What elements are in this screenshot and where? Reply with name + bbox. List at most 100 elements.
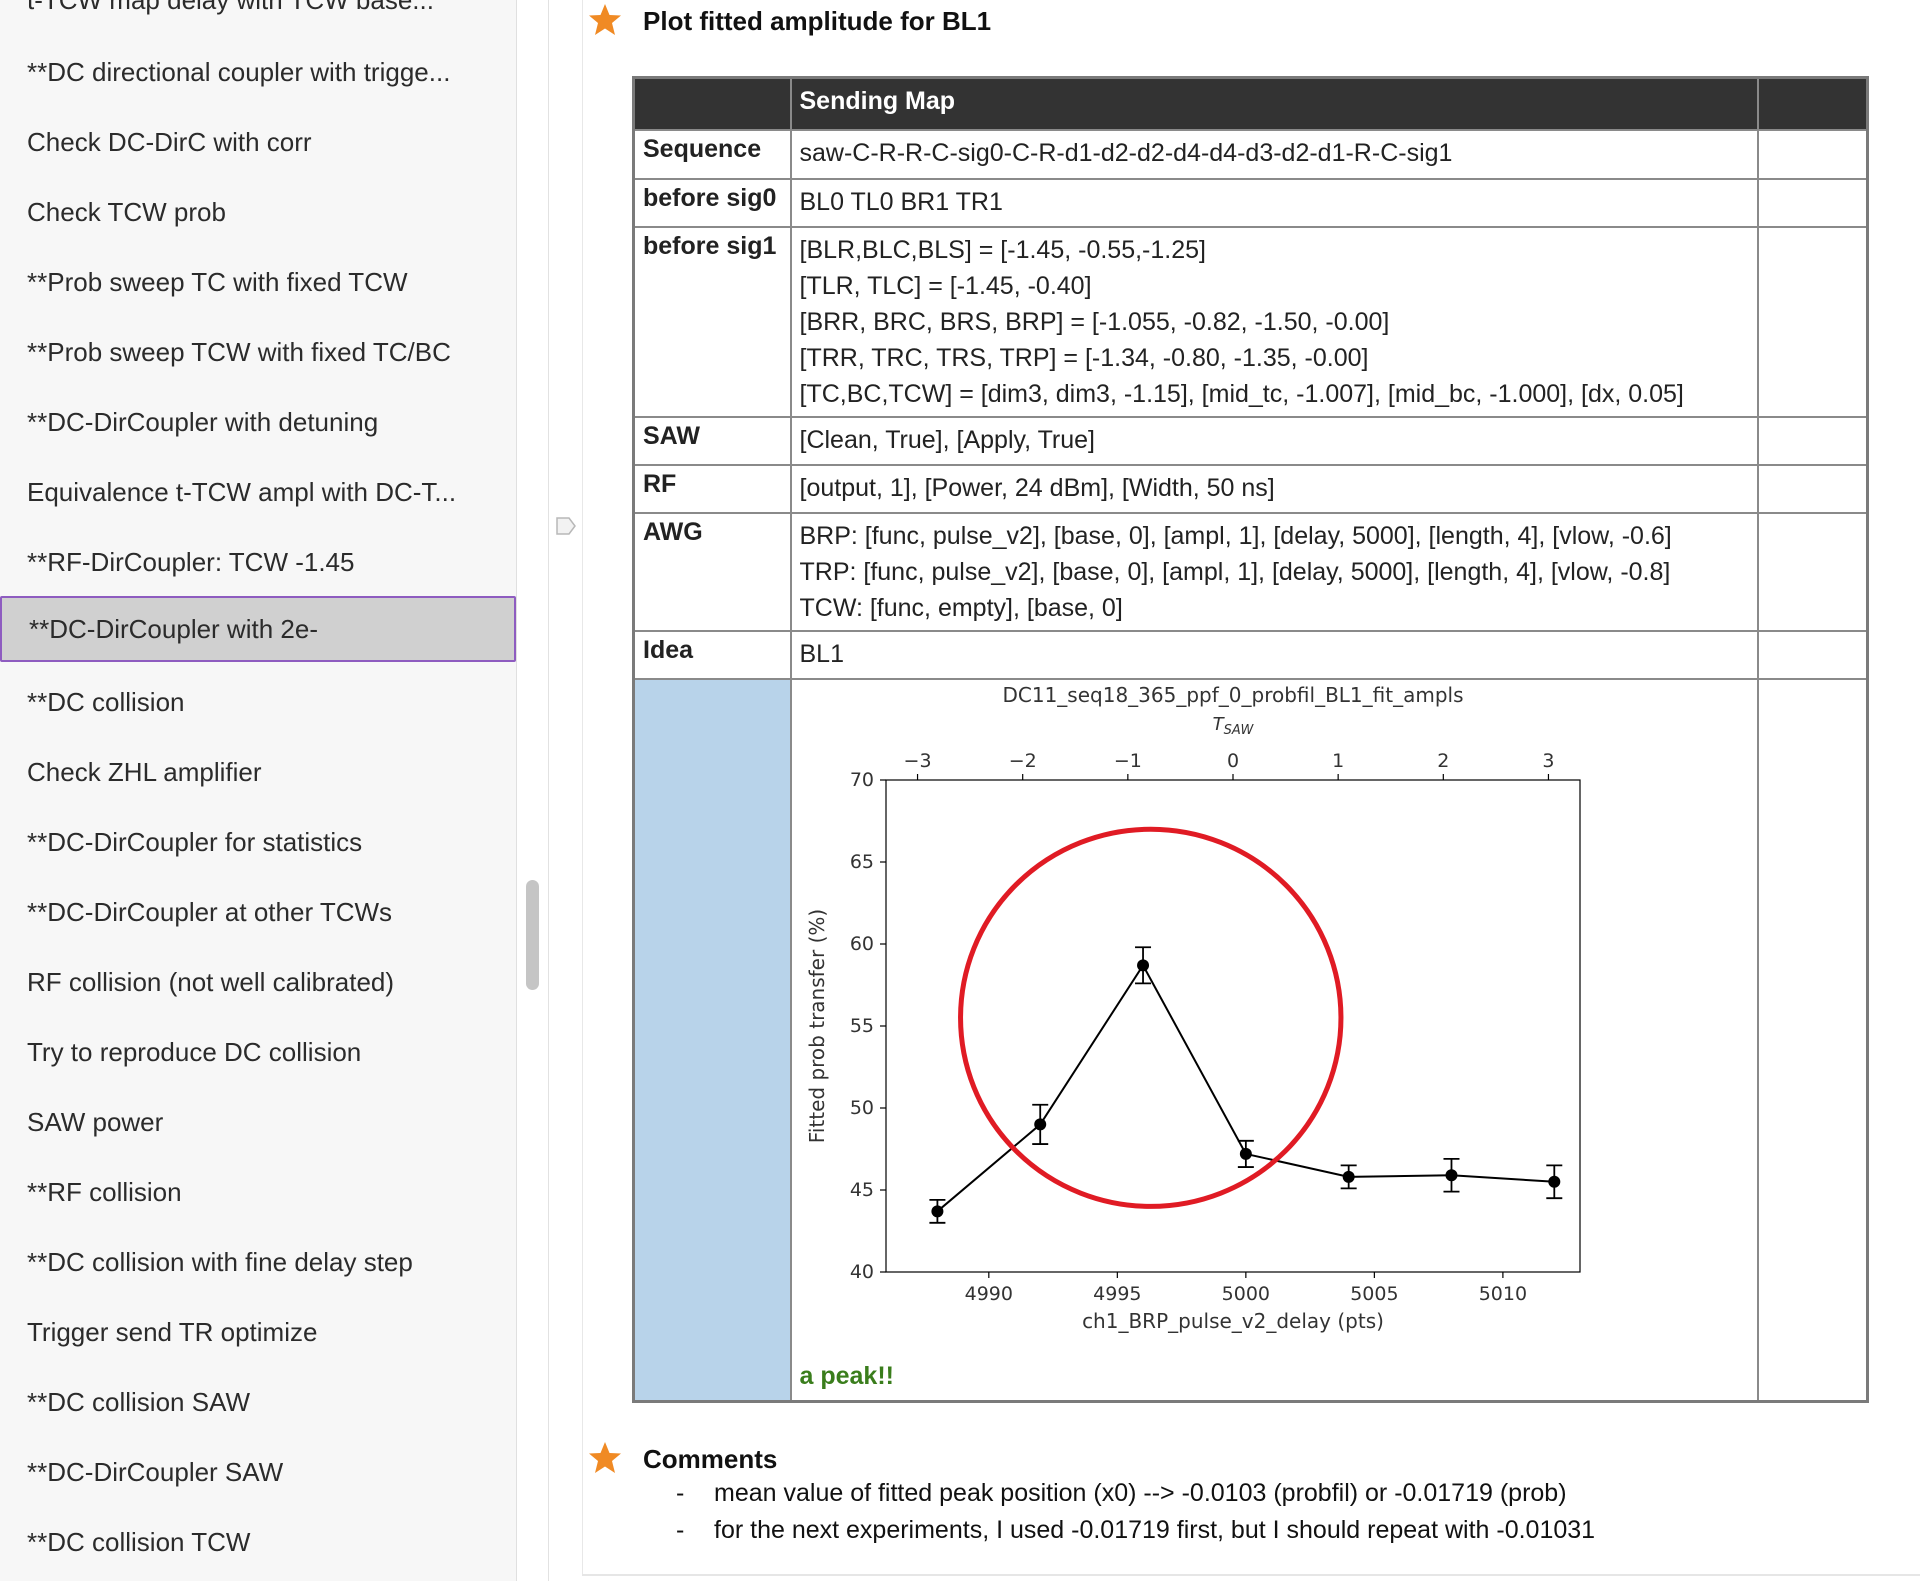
comment-bullet: - for the next experiments, I used -0.017…: [676, 1516, 1595, 1545]
comment-text: mean value of fitted peak position (x0) …: [714, 1479, 1567, 1507]
sidebar-item[interactable]: t-TCW map delay with TCW base...: [27, 0, 434, 15]
sidebar-item[interactable]: Trigger send TR optimize: [27, 1317, 318, 1347]
comment-bullet: - mean value of fitted peak position (x0)…: [676, 1479, 1567, 1508]
plot-frame: [884, 779, 1581, 1273]
sidebar-item[interactable]: **DC collision: [27, 687, 185, 717]
row-value: [output, 1], [Power, 24 dBm], [Width, 50…: [789, 464, 1759, 514]
x-tick-label: 5005: [1350, 1283, 1398, 1305]
data-point: [1547, 1175, 1560, 1188]
collapse-handle-icon[interactable]: [555, 515, 577, 537]
chart-title: DC11_seq18_365_ppf_0_probfil_BL1_fit_amp…: [1002, 683, 1463, 707]
value-line: [BRR, BRC, BRS, BRP] = [-1.055, -0.82, -…: [799, 308, 1390, 336]
table-row-plot: DC11_seq18_365_ppf_0_probfil_BL1_fit_amp…: [632, 678, 1869, 1402]
data-point: [1444, 1169, 1457, 1182]
row-value: [BLR,BLC,BLS] = [-1.45, -0.55,-1.25] [TL…: [789, 226, 1759, 418]
sidebar-item[interactable]: Check TCW prob: [27, 197, 226, 227]
value-line: TCW: [func, empty], [base, 0]: [799, 594, 1123, 622]
row-label: SAW: [632, 416, 792, 466]
data-point: [1136, 959, 1149, 972]
sidebar-item[interactable]: **RF-DirCoupler: TCW -1.45: [27, 547, 355, 577]
x-tick-label: 5010: [1478, 1283, 1526, 1305]
value-line: BL1: [799, 640, 844, 668]
value-line: [Clean, True], [Apply, True]: [799, 426, 1096, 454]
top-tick-label: −3: [903, 750, 931, 772]
plot-cell: DC11_seq18_365_ppf_0_probfil_BL1_fit_amp…: [789, 678, 1759, 1402]
sidebar-item[interactable]: **Prob sweep TCW with fixed TC/BC: [27, 337, 451, 367]
row-extra: [1756, 630, 1869, 680]
sidebar-item[interactable]: Check ZHL amplifier: [27, 757, 262, 787]
data-point: [1342, 1170, 1355, 1183]
data-point: [1033, 1118, 1046, 1131]
sidebar-item[interactable]: **DC-DirCoupler with detuning: [27, 407, 379, 437]
sidebar-item[interactable]: **DC-DirCoupler SAW: [27, 1457, 284, 1487]
sidebar-item[interactable]: Equivalence t-TCW ampl with DC-T...: [27, 477, 457, 507]
value-line: [BLR,BLC,BLS] = [-1.45, -0.55,-1.25]: [799, 236, 1206, 264]
sidebar-item-selected[interactable]: **DC-DirCoupler with 2e-: [0, 596, 516, 662]
row-extra: [1756, 129, 1869, 180]
value-line: TRP: [func, pulse_v2], [base, 0], [ampl,…: [799, 558, 1671, 586]
table-row: AWG BRP: [func, pulse_v2], [base, 0], [a…: [632, 512, 1869, 632]
sidebar-item[interactable]: **DC-DirCoupler at other TCWs: [27, 897, 393, 927]
row-label: AWG: [632, 512, 792, 632]
top-tick-label: −1: [1113, 750, 1141, 772]
row-value: BRP: [func, pulse_v2], [base, 0], [ampl,…: [789, 512, 1759, 632]
row-label: RF: [632, 464, 792, 514]
value-line: [output, 1], [Power, 24 dBm], [Width, 50…: [799, 474, 1275, 502]
star-icon: [589, 4, 621, 35]
sidebar-item[interactable]: **Prob sweep TC with fixed TCW: [27, 267, 408, 297]
row-label: before sig1: [632, 226, 792, 418]
peak-note: a peak!!: [799, 1362, 894, 1390]
data-point: [1239, 1147, 1252, 1160]
row-label: before sig0: [632, 178, 792, 228]
star-icon: [589, 1442, 621, 1473]
sidebar-item[interactable]: RF collision (not well calibrated): [27, 967, 395, 997]
main-left-border: [582, 0, 583, 1575]
x-axis-label: ch1_BRP_pulse_v2_delay (pts): [1082, 1309, 1384, 1333]
row-value: BL0 TL0 BR1 TR1: [789, 178, 1759, 228]
sidebar-scrollbar[interactable]: [526, 880, 539, 990]
x-tick-label: 4995: [1093, 1283, 1141, 1305]
sidebar-item[interactable]: SAW power: [27, 1107, 164, 1137]
top-axis-label-subscript: SAW: [1223, 723, 1254, 738]
sidebar-item[interactable]: **DC directional coupler with trigge...: [27, 57, 451, 87]
y-tick-label: 55: [849, 1015, 873, 1037]
annotation-circle: [957, 826, 1343, 1209]
top-tick-label: 2: [1437, 750, 1449, 772]
row-value: [Clean, True], [Apply, True]: [789, 416, 1759, 466]
y-axis-label: Fitted prob transfer (%): [805, 909, 829, 1143]
table-header-blank: [632, 76, 792, 131]
comments-title: Comments: [643, 1444, 778, 1474]
bullet-dash: -: [676, 1479, 685, 1507]
table-header: Sending Map: [789, 76, 1759, 131]
sidebar-item[interactable]: Check DC-DirC with corr: [27, 127, 312, 157]
table-row: before sig1 [BLR,BLC,BLS] = [-1.45, -0.5…: [632, 226, 1869, 418]
row-extra: [1756, 416, 1869, 466]
sidebar-item[interactable]: **DC collision SAW: [27, 1387, 250, 1417]
plot-label-cell: [632, 678, 792, 1402]
section-title: Plot fitted amplitude for BL1: [643, 6, 992, 36]
y-tick-label: 70: [849, 769, 873, 791]
table-row: Sequence saw-C-R-R-C-sig0-C-R-d1-d2-d2-d…: [632, 129, 1869, 180]
sidebar: t-TCW map delay with TCW base... **DC di…: [0, 0, 517, 1581]
x-tick-label: 4990: [964, 1283, 1012, 1305]
table-row: SAW [Clean, True], [Apply, True]: [632, 416, 1869, 466]
sidebar-item[interactable]: **DC-DirCoupler for statistics: [27, 827, 363, 857]
row-extra: [1756, 226, 1869, 418]
row-value: saw-C-R-R-C-sig0-C-R-d1-d2-d2-d4-d4-d3-d…: [789, 129, 1759, 180]
sidebar-item[interactable]: **DC collision TCW: [27, 1527, 251, 1557]
top-tick-label: 0: [1226, 750, 1238, 772]
row-extra: [1756, 464, 1869, 514]
row-extra: [1756, 512, 1869, 632]
row-extra: [1756, 678, 1869, 1402]
top-tick-label: −2: [1008, 750, 1036, 772]
row-value: BL1: [789, 630, 1759, 680]
value-line: BL0 TL0 BR1 TR1: [799, 188, 1003, 216]
comment-text: for the next experiments, I used -0.0171…: [714, 1516, 1596, 1544]
sidebar-item[interactable]: **RF collision: [27, 1177, 182, 1207]
sidebar-item[interactable]: **DC collision with fine delay step: [27, 1247, 413, 1277]
sidebar-item[interactable]: Try to reproduce DC collision: [27, 1037, 362, 1067]
value-line: [TLR, TLC] = [-1.45, -0.40]: [799, 272, 1092, 300]
row-extra: [1756, 178, 1869, 228]
main-bottom-border: [582, 1574, 1920, 1576]
table-header-blank: [1756, 76, 1869, 131]
